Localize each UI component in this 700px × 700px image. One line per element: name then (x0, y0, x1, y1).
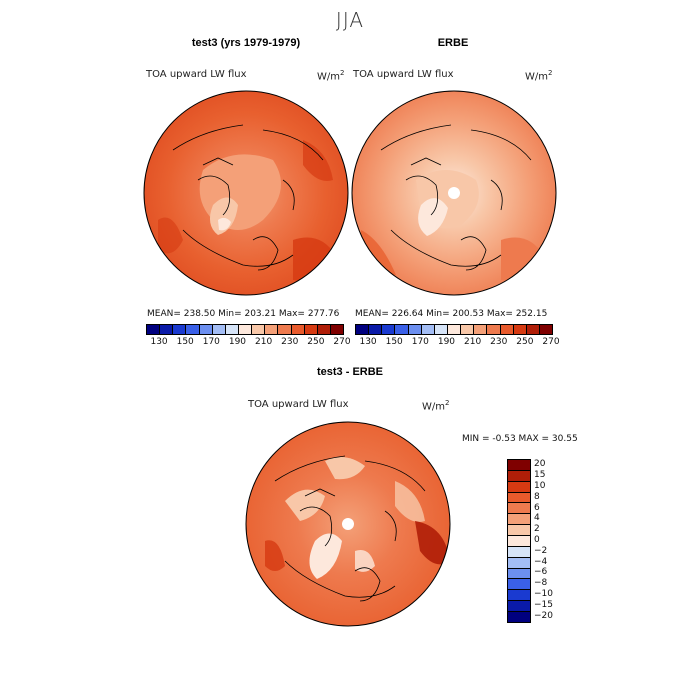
panel-2-colorbar-tick-label: 150 (385, 337, 403, 347)
panel-1-units: W/m2 (317, 69, 345, 83)
panel-1-colorbar-tick-label: 130 (150, 337, 168, 347)
panel-3-colorbar-tick-label: −10 (534, 589, 553, 599)
page-title: JJA (335, 8, 365, 32)
panel-1-colorbar (146, 324, 344, 335)
panel-2-title: ERBE (437, 37, 469, 49)
panel-3-colorbar-swatch (508, 460, 530, 471)
panel-1-colorbar-swatch (304, 325, 318, 334)
panel-2-variable-label: TOA upward LW flux (353, 69, 454, 80)
panel-2-colorbar-swatch (356, 325, 370, 334)
panel-3-stats: MIN = -0.53 MAX = 30.55 (462, 434, 578, 444)
panel-1-colorbar-swatch (173, 325, 187, 334)
panel-2-colorbar-swatch (447, 325, 462, 334)
panel-1-title: test3 (yrs 1979-1979) (191, 37, 301, 49)
panel-2-colorbar (355, 324, 553, 335)
panel-3-colorbar-tick-label: 2 (534, 524, 540, 535)
panel-1-colorbar-ticks: 130 150 170 190 210 230 250 270 (146, 337, 350, 349)
panel-3-colorbar-tick-label: −20 (534, 610, 553, 621)
panel-1-colorbar-swatch (186, 325, 200, 334)
panel-1-colorbar-tick-label: 250 (307, 337, 325, 347)
panel-1-colorbar-swatch (317, 325, 331, 334)
panel-3-colorbar-tick-label: −8 (534, 578, 548, 589)
panel-3-colorbar-swatch (508, 492, 530, 504)
panel-1-colorbar-swatch (238, 325, 253, 334)
panel-3-colorbar-swatch (508, 503, 530, 515)
panel-2-colorbar-swatch (382, 325, 396, 334)
panel-2-colorbar-tick-label: 230 (490, 337, 508, 347)
panel-2-colorbar-swatch (526, 325, 540, 334)
panel-3-colorbar (507, 459, 531, 623)
panel-3-colorbar-tick-label: −4 (534, 556, 548, 567)
panel-1-colorbar-swatch (265, 325, 279, 334)
panel-2-colorbar-ticks: 130 150 170 190 210 230 250 270 (355, 337, 559, 349)
panel-3-colorbar-tick-label: 6 (534, 502, 540, 513)
panel-3-colorbar-swatch (508, 568, 530, 580)
panel-3-colorbar-ticks: 20 15 10 8 6 4 2 0 −2 −4 −6 −8 −10 −15 −20 (534, 459, 574, 621)
panel-2-colorbar-swatch (369, 325, 383, 334)
panel-3-colorbar-swatch (508, 612, 530, 622)
panel-1-stats: MEAN= 238.50 Min= 203.21 Max= 277.76 (147, 309, 340, 319)
panel-2-colorbar-swatch (539, 325, 553, 334)
panel-2-colorbar-tick-label: 250 (516, 337, 534, 347)
panel-1-colorbar-tick-label: 270 (333, 337, 351, 347)
panel-3-colorbar-swatch (508, 481, 530, 493)
panel-1-polar-map (143, 90, 349, 296)
panel-3-variable-label: TOA upward LW flux (248, 399, 349, 410)
panel-1-colorbar-tick-label: 170 (202, 337, 220, 347)
panel-3-colorbar-tick-label: 20 (534, 459, 546, 470)
panel-3-title: test3 - ERBE (316, 366, 384, 378)
panel-1-colorbar-swatch (330, 325, 344, 334)
panel-1-colorbar-swatch (252, 325, 266, 334)
panel-3-colorbar-swatch (508, 470, 530, 482)
panel-1-colorbar-tick-label: 210 (255, 337, 273, 347)
panel-1-variable-label: TOA upward LW flux (146, 69, 247, 80)
panel-1-colorbar-tick-label: 150 (176, 337, 194, 347)
panel-3-colorbar-swatch (508, 546, 530, 558)
panel-1-colorbar-swatch (291, 325, 305, 334)
panel-2-stats: MEAN= 226.64 Min= 200.53 Max= 252.15 (355, 309, 548, 319)
panel-3-colorbar-swatch (508, 536, 530, 547)
panel-1-colorbar-swatch (147, 325, 161, 334)
panel-3-colorbar-tick-label: −6 (534, 567, 548, 578)
panel-1-colorbar-tick-label: 190 (228, 337, 247, 347)
panel-2-colorbar-swatch (421, 325, 435, 334)
panel-3-colorbar-tick-label: 4 (534, 513, 540, 524)
panel-1-colorbar-swatch (278, 325, 292, 334)
panel-2-colorbar-tick-label: 270 (542, 337, 560, 347)
panel-3-colorbar-swatch (508, 601, 530, 613)
panel-3-colorbar-tick-label: 0 (534, 535, 540, 545)
panel-3-colorbar-swatch (508, 525, 530, 537)
panel-2-colorbar-swatch (434, 325, 448, 334)
panel-2-units: W/m2 (525, 69, 553, 83)
panel-2-colorbar-tick-label: 130 (359, 337, 377, 347)
panel-1-colorbar-swatch (199, 325, 213, 334)
panel-3-polar-map (245, 421, 451, 627)
panel-2-polar-map (351, 90, 557, 296)
panel-2-colorbar-swatch (408, 325, 422, 334)
panel-3-colorbar-tick-label: −2 (534, 545, 548, 556)
panel-2-colorbar-swatch (395, 325, 409, 334)
panel-2-colorbar-swatch (461, 325, 475, 334)
panel-1-colorbar-swatch (212, 325, 226, 334)
panel-2-colorbar-tick-label: 210 (464, 337, 482, 347)
panel-3-colorbar-swatch (508, 590, 530, 602)
panel-3-colorbar-swatch (508, 557, 530, 569)
panel-3-units: W/m2 (422, 399, 450, 413)
panel-2-colorbar-tick-label: 170 (411, 337, 429, 347)
panel-3-colorbar-tick-label: −15 (534, 599, 553, 610)
panel-3-colorbar-tick-label: 10 (534, 481, 546, 491)
panel-3-colorbar-swatch (508, 514, 530, 526)
panel-2-colorbar-swatch (487, 325, 501, 334)
panel-2-colorbar-swatch (474, 325, 488, 334)
panel-1-colorbar-tick-label: 230 (281, 337, 299, 347)
panel-2-colorbar-swatch (500, 325, 514, 334)
panel-3-colorbar-swatch (508, 579, 530, 591)
panel-3-colorbar-tick-label: 8 (534, 491, 540, 502)
panel-2-colorbar-tick-label: 190 (437, 337, 456, 347)
panel-1-colorbar-swatch (225, 325, 239, 334)
panel-2-colorbar-swatch (513, 325, 527, 334)
panel-3-colorbar-tick-label: 15 (534, 470, 546, 481)
panel-1-colorbar-swatch (160, 325, 174, 334)
